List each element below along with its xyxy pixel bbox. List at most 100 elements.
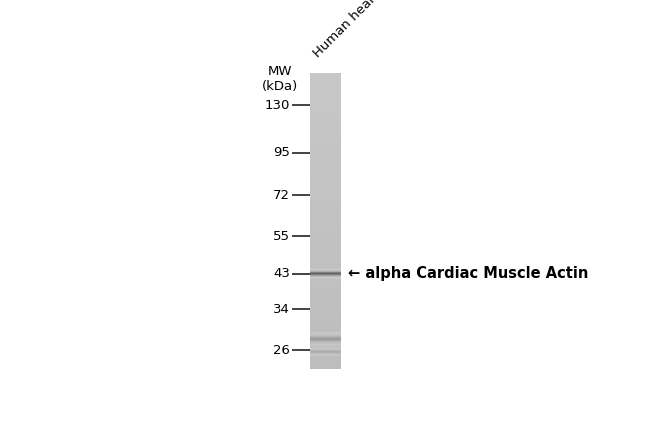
Bar [311,303,341,304]
Bar [311,225,341,226]
Bar [311,351,341,352]
Bar [311,156,341,157]
Bar [311,305,341,306]
Bar [311,275,341,276]
Text: 26: 26 [274,344,291,357]
Bar [311,198,341,200]
Bar [311,254,341,255]
Bar [311,366,341,367]
Bar [311,76,341,77]
Bar [311,83,341,84]
Bar [311,260,341,262]
Bar [311,353,341,354]
Bar [311,147,341,148]
Bar [311,349,341,350]
Bar [311,122,341,124]
Bar [311,123,341,124]
Bar [311,99,341,100]
Bar [311,110,341,111]
Bar [311,240,341,241]
Bar [311,348,341,349]
Bar [311,349,341,350]
Bar [311,176,341,178]
Bar [311,327,341,329]
Text: ← alpha Cardiac Muscle Actin: ← alpha Cardiac Muscle Actin [348,266,589,281]
Bar [311,337,341,338]
Bar [311,332,341,334]
Bar [311,348,341,349]
Bar [311,274,341,276]
Bar [311,271,341,273]
Bar [311,292,341,293]
Bar [311,173,341,174]
Bar [311,268,341,269]
Bar [311,273,341,274]
Bar [311,169,341,170]
Bar [311,210,341,211]
Bar [311,338,341,339]
Bar [311,246,341,248]
Bar [311,116,341,117]
Bar [311,154,341,155]
Bar [311,277,341,278]
Bar [311,80,341,81]
Bar [311,275,341,276]
Bar [311,215,341,216]
Bar [311,254,341,256]
Bar [311,325,341,327]
Bar [311,173,341,175]
Bar [311,134,341,135]
Bar [311,148,341,149]
Bar [311,248,341,249]
Bar [311,341,341,342]
Bar [311,290,341,291]
Bar [311,232,341,233]
Bar [311,284,341,285]
Bar [311,213,341,214]
Bar [311,227,341,228]
Bar [311,349,341,350]
Bar [311,158,341,159]
Bar [311,175,341,176]
Bar [311,211,341,212]
Text: 34: 34 [274,303,291,316]
Bar [311,304,341,305]
Bar [311,151,341,152]
Bar [311,152,341,153]
Bar [311,310,341,311]
Bar [311,335,341,336]
Bar [311,281,341,282]
Bar [311,231,341,232]
Bar [311,329,341,331]
Bar [311,203,341,205]
Bar [311,347,341,348]
Bar [311,234,341,235]
Bar [311,347,341,349]
Bar [311,344,341,345]
Bar [311,357,341,358]
Bar [311,342,341,344]
Text: 72: 72 [273,189,291,202]
Bar [311,268,341,270]
Bar [311,295,341,296]
Bar [311,130,341,132]
Bar [311,111,341,113]
Bar [311,200,341,202]
Bar [311,144,341,145]
Bar [311,192,341,194]
Bar [311,361,341,362]
Bar [311,257,341,258]
Bar [311,187,341,189]
Bar [311,271,341,272]
Bar [311,328,341,330]
Bar [311,246,341,247]
Bar [311,132,341,133]
Bar [311,190,341,192]
Bar [311,194,341,196]
Bar [311,330,341,332]
Bar [311,243,341,244]
Bar [311,276,341,277]
Bar [311,224,341,225]
Bar [311,339,341,341]
Bar [311,333,341,335]
